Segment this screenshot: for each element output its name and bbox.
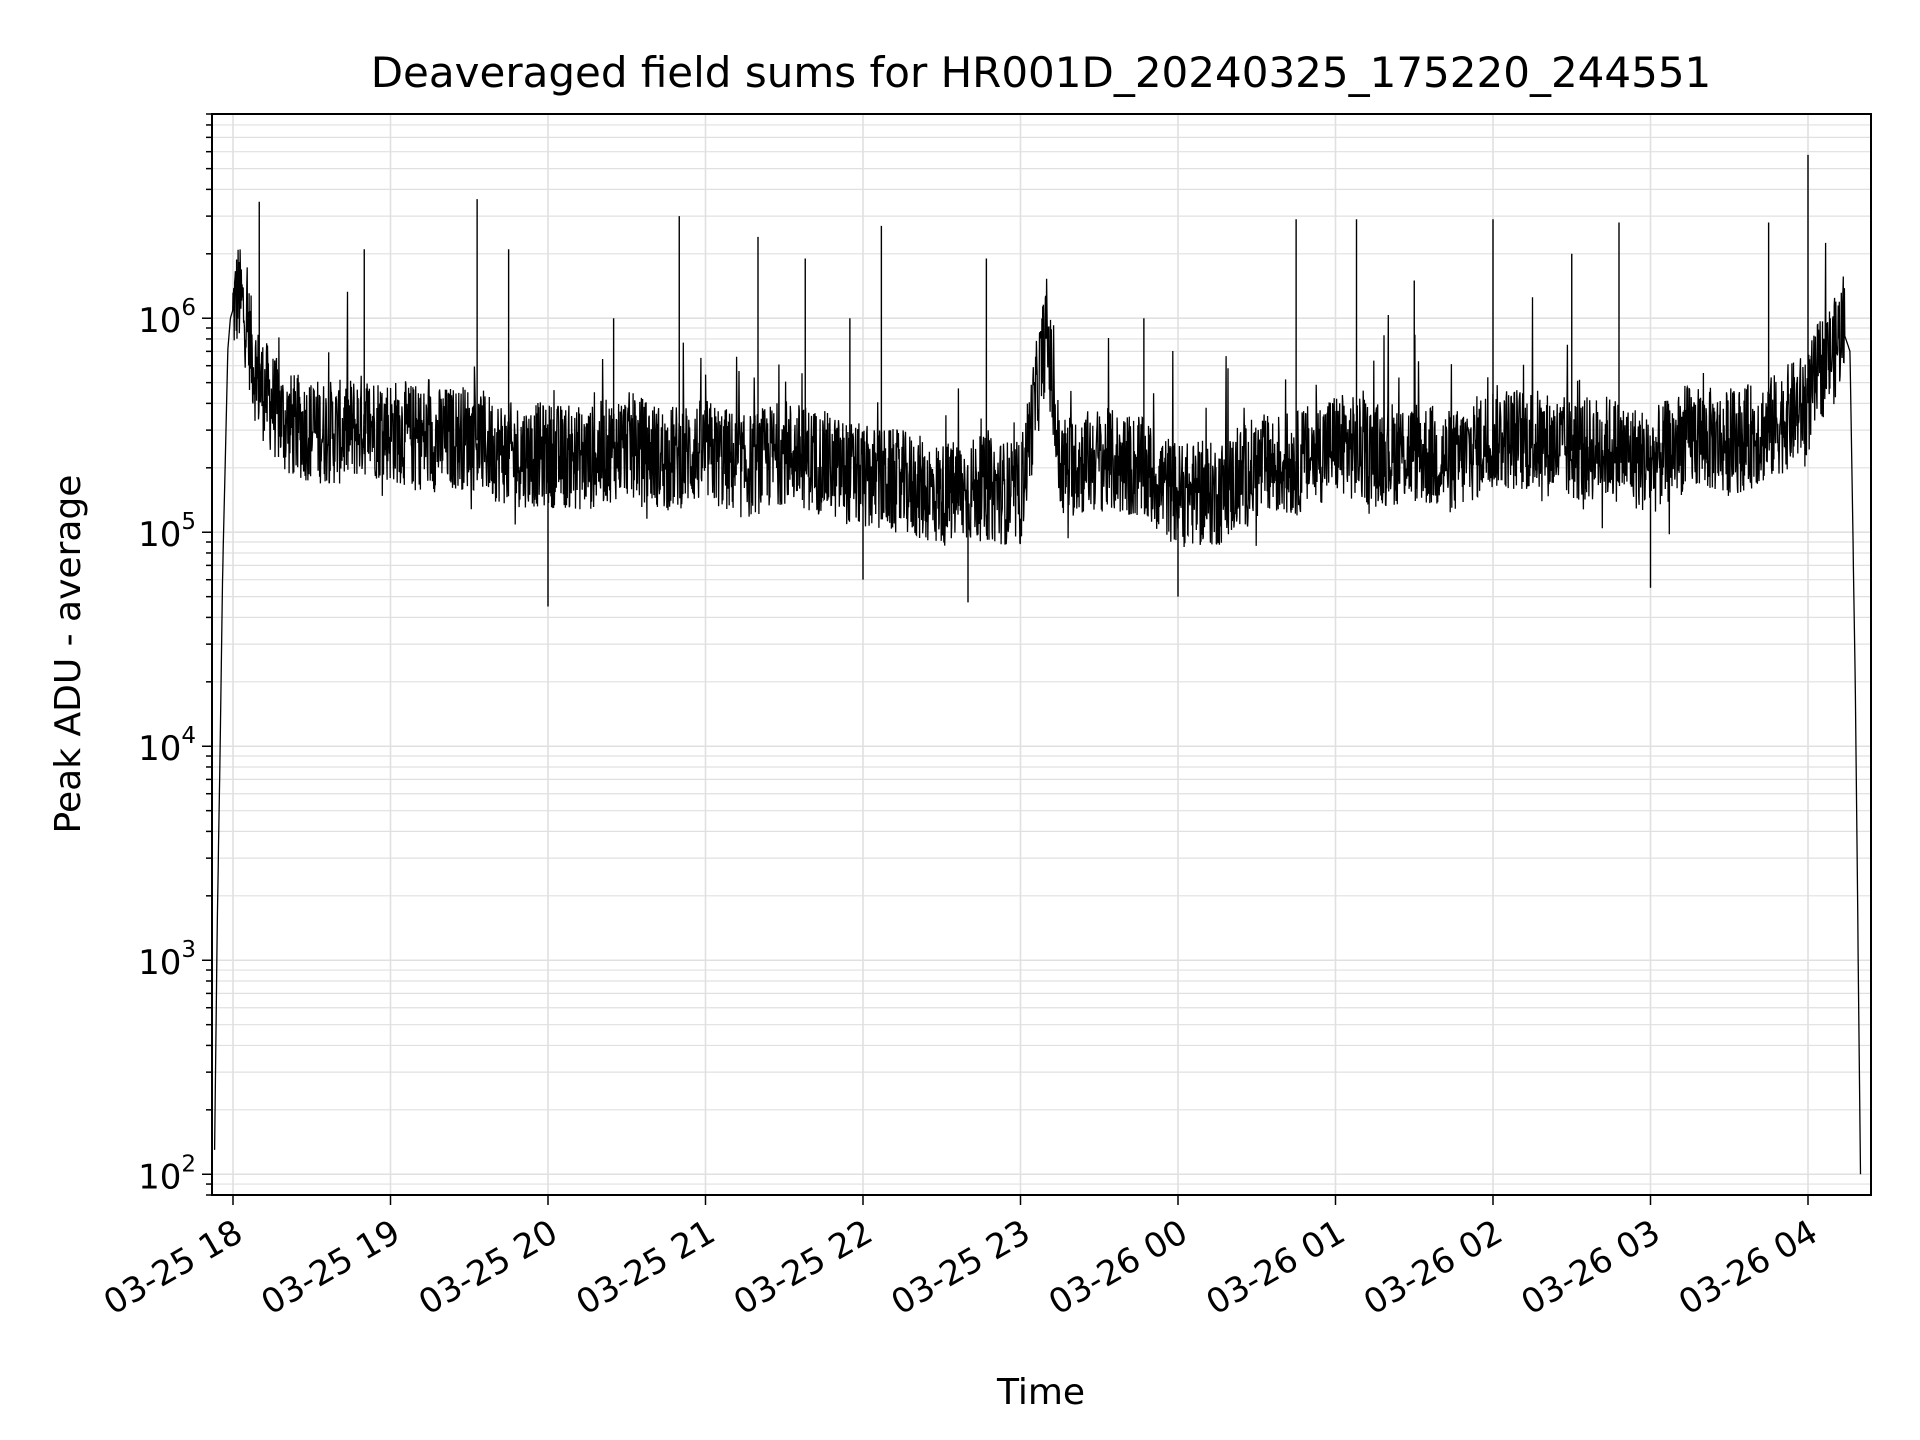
y-axis: 102 103 104 105 106 xyxy=(138,113,212,1197)
x-tick-label: 03-26 04 xyxy=(1672,1212,1824,1323)
x-tick-label: 03-26 02 xyxy=(1357,1212,1509,1323)
grid xyxy=(212,113,1871,1196)
x-tick-label: 03-25 20 xyxy=(412,1212,564,1323)
x-tick-label: 03-25 23 xyxy=(885,1212,1037,1323)
y-tick-label: 102 xyxy=(138,1151,196,1197)
y-tick-label: 105 xyxy=(138,509,196,555)
y-tick-label: 106 xyxy=(138,295,196,341)
x-tick-label: 03-25 18 xyxy=(97,1212,249,1323)
x-axis: 03-25 18 03-25 19 03-25 20 03-25 21 03-25 22… xyxy=(97,1195,1825,1323)
x-tick-label: 03-26 00 xyxy=(1042,1212,1194,1323)
x-tick-label: 03-26 03 xyxy=(1515,1212,1667,1323)
series-line xyxy=(213,242,1862,1175)
y-axis-label: Peak ADU - average xyxy=(48,475,89,834)
y-tick-label: 103 xyxy=(138,937,196,983)
chart-title: Deaveraged field sums for HR001D_2024032… xyxy=(371,48,1712,97)
x-tick-label: 03-26 01 xyxy=(1200,1212,1352,1323)
y-tick-label: 104 xyxy=(138,723,196,769)
x-tick-label: 03-25 19 xyxy=(255,1212,407,1323)
x-axis-label: Time xyxy=(996,1372,1085,1413)
data-series xyxy=(213,154,1862,1175)
plot-frame xyxy=(211,113,1872,1196)
spikes-layer xyxy=(258,154,1809,607)
x-tick-label: 03-25 22 xyxy=(727,1212,879,1323)
x-tick-label: 03-25 21 xyxy=(570,1212,722,1323)
